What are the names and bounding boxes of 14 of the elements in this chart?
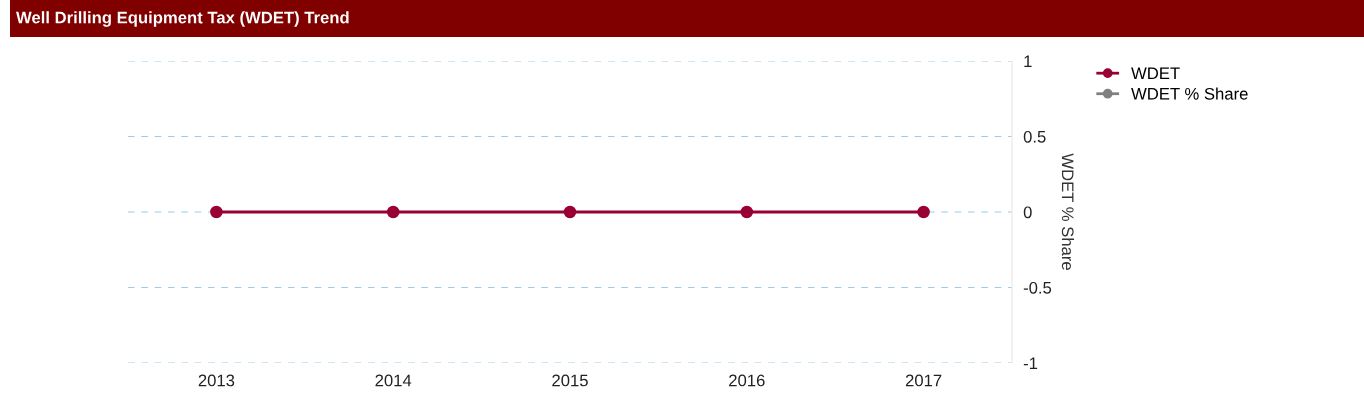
y-tick-label: 0.5 bbox=[1023, 130, 1046, 143]
x-tick-label: 2013 bbox=[198, 374, 235, 387]
y-tick-label: -0.5 bbox=[1023, 281, 1052, 294]
y-tick-label: 1 bbox=[1024, 55, 1032, 68]
legend-label: WDET bbox=[1131, 67, 1180, 80]
x-tick-label: 2016 bbox=[729, 374, 765, 387]
y-tick-label: 0 bbox=[1023, 206, 1032, 219]
chart-title: Well Drilling Equipment Tax (WDET) Trend bbox=[16, 11, 349, 27]
x-tick-label: 2017 bbox=[905, 374, 942, 387]
x-tick-label: 2014 bbox=[375, 374, 412, 387]
y-tick-label: -1 bbox=[1023, 357, 1038, 370]
x-tick-label: 2015 bbox=[552, 374, 588, 387]
legend-label: WDET % Share bbox=[1131, 87, 1248, 100]
y-axis-title: WDET % Share bbox=[1061, 153, 1075, 270]
